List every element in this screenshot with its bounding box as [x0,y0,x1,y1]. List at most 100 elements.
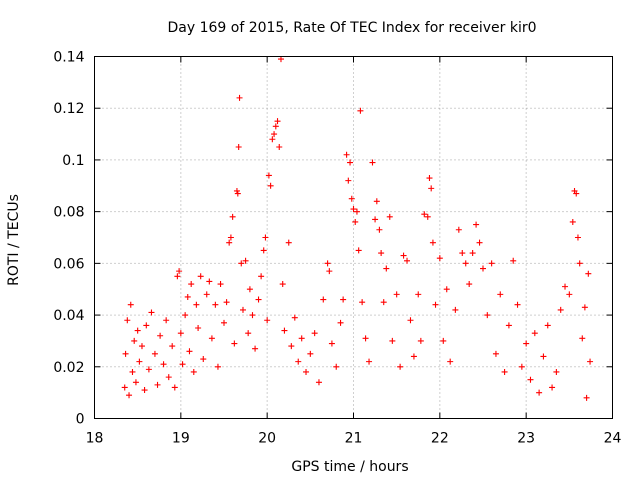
data-point [154,381,161,388]
data-point [373,198,380,205]
data-point [476,239,483,246]
data-point [397,363,404,370]
data-point [324,260,331,267]
data-point [583,394,590,401]
data-point [357,107,364,114]
data-point [274,118,281,125]
data-point [234,190,241,197]
data-point [231,340,238,347]
data-point [124,317,131,324]
data-point [177,330,184,337]
data-point [265,172,272,179]
data-point [469,250,476,257]
data-point [459,250,466,257]
data-point [581,304,588,311]
data-point [190,368,197,375]
data-point [369,159,376,166]
data-point [245,330,252,337]
y-tick-label: 0.1 [62,153,84,169]
data-point [176,268,183,275]
data-point [497,291,504,298]
data-point [195,325,202,331]
data-point [122,350,129,357]
data-point [239,306,246,313]
data-point [566,291,573,298]
y-tick-label: 0.04 [53,308,84,324]
data-point [227,234,234,241]
data-point [271,131,278,138]
data-point [179,361,186,368]
data-point [514,301,521,308]
axes: 18 19 20 21 22 23 24 0 0.02 0.04 0.06 0.08 0.1 0.12 0.… [53,50,621,447]
data-point [226,239,233,246]
y-tick-label: 0 [76,412,85,428]
data-point [236,94,243,101]
data-point [148,309,155,316]
data-point [549,384,556,391]
data-point [404,257,411,264]
data-point [303,368,310,375]
data-point [359,299,366,306]
data-point [184,293,191,300]
data-point [400,252,407,259]
data-point [151,350,158,357]
data-point [527,376,534,383]
data-point [169,343,176,350]
data-point [298,335,305,342]
data-point [262,234,269,241]
data-point [249,312,256,319]
data-point [121,384,128,391]
data-point [553,368,560,375]
data-point [383,265,390,272]
data-point [223,299,230,306]
data-point [193,301,200,308]
data-point [326,268,333,275]
data-point [132,379,139,386]
data-point [428,185,435,192]
data-point [417,337,424,344]
data-point [574,234,581,241]
data-point [443,286,450,293]
data-point [523,340,530,347]
y-tick-label: 0.08 [53,205,84,221]
data-point [255,296,262,303]
data-point [203,291,210,298]
data-point [531,330,538,337]
data-point [579,335,586,342]
data-point [415,291,422,298]
data-point [501,368,508,375]
data-point [145,366,152,373]
data-point [267,182,274,189]
data-point [452,306,459,313]
data-point [355,247,362,254]
data-point [320,296,327,303]
data-point [171,384,178,391]
data-point [291,314,298,321]
data-point [389,337,396,344]
data-point [587,358,594,365]
data-point [466,281,473,288]
data-point [129,368,136,375]
data-point [518,363,525,370]
data-point [462,260,469,267]
data-point [362,335,369,342]
x-tick-label: 21 [345,431,363,447]
data-point [260,247,267,254]
data-point [328,340,335,347]
data-point [246,286,253,293]
x-tick-label: 18 [86,431,104,447]
data-point [272,123,279,130]
data-point [407,317,414,324]
data-point [242,257,249,264]
data-point [340,296,347,303]
data-point [455,226,462,233]
data-point [214,363,221,370]
x-tick-label: 24 [604,431,622,447]
data-point [393,291,400,298]
data-point [221,319,227,326]
data-point [429,239,436,246]
data-point [426,175,433,182]
data-point [295,358,302,365]
